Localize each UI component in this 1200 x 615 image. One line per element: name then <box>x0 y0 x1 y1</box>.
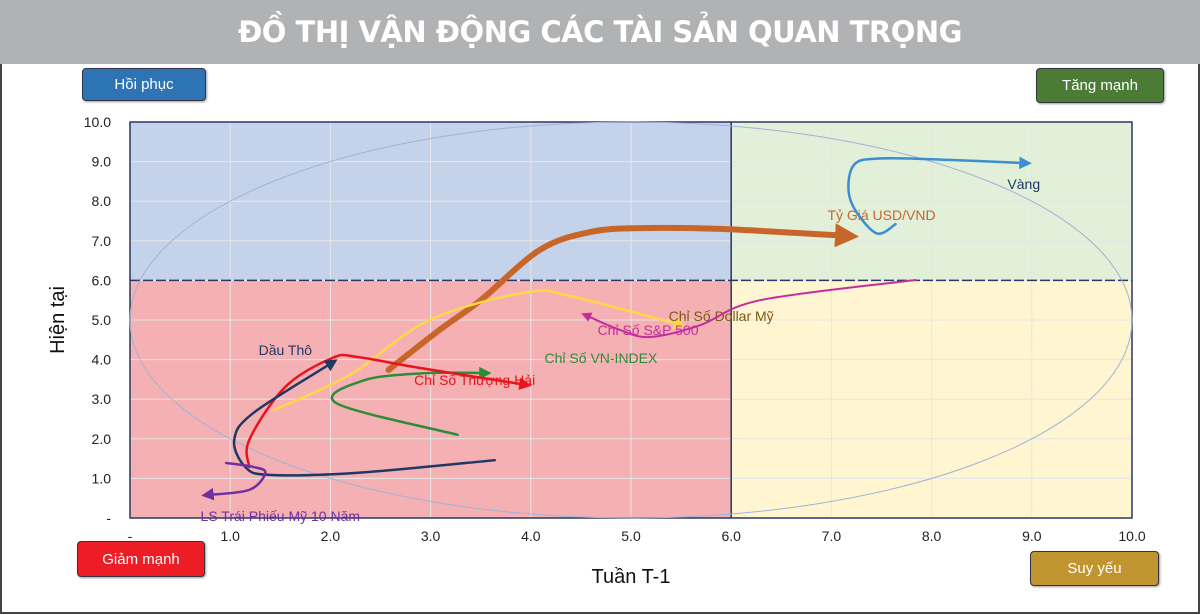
y-tick-label: 8.0 <box>92 193 112 209</box>
series-label: Chỉ Số Thượng Hải <box>414 372 535 388</box>
series-label: Chỉ Số VN-INDEX <box>545 350 658 366</box>
x-tick-label: 3.0 <box>421 528 441 544</box>
x-tick-label: 10.0 <box>1118 528 1145 544</box>
y-tick-label: 2.0 <box>92 431 112 447</box>
quadrant-weakening-label: Suy yếu <box>1030 551 1159 586</box>
series-label: Chỉ Số Dollar Mỹ <box>669 308 774 324</box>
series-label: LS Trái Phiếu Mỹ 10 Năm <box>201 508 361 524</box>
cycle-ellipse <box>129 121 1133 519</box>
y-tick-label: - <box>106 510 111 526</box>
quadrant-recovery-label: Hồi phục <box>82 68 206 101</box>
series-label: Vàng <box>1007 176 1040 192</box>
x-tick-label: 6.0 <box>721 528 741 544</box>
series-line <box>201 461 267 501</box>
y-tick-label: 6.0 <box>92 272 112 288</box>
series-label: Dầu Thô <box>259 342 313 358</box>
x-tick-label: 4.0 <box>521 528 541 544</box>
y-axis-title: Hiện tại <box>47 286 69 354</box>
series-line <box>273 289 686 412</box>
series-label: Chỉ Số S&P 500 <box>598 322 699 338</box>
series-line <box>581 279 917 339</box>
y-tick-label: 9.0 <box>92 154 112 170</box>
y-tick-label: 1.0 <box>92 470 112 486</box>
x-tick-label: 8.0 <box>922 528 942 544</box>
series-line <box>385 223 860 373</box>
y-tick-label: 10.0 <box>84 114 111 130</box>
series-line <box>847 156 1032 235</box>
x-tick-label: 9.0 <box>1022 528 1042 544</box>
chart-frame <box>0 64 1200 614</box>
x-tick-label: 5.0 <box>621 528 641 544</box>
quadrant-sharp-decline-label: Giảm mạnh <box>77 541 205 577</box>
series-line <box>245 353 532 469</box>
y-tick-label: 4.0 <box>92 352 112 368</box>
y-tick-label: 7.0 <box>92 233 112 249</box>
x-tick-label: - <box>128 528 133 544</box>
y-tick-label: 3.0 <box>92 391 112 407</box>
x-tick-label: 7.0 <box>822 528 842 544</box>
x-axis-title: Tuần T-1 <box>592 566 671 588</box>
series-label: Tỷ Giá USD/VND <box>827 207 935 223</box>
x-tick-label: 1.0 <box>220 528 240 544</box>
series-line <box>232 359 496 477</box>
page-title: ĐỒ THỊ VẬN ĐỘNG CÁC TÀI SẢN QUAN TRỌNG <box>0 0 1200 64</box>
quadrant-strong-growth-label: Tăng mạnh <box>1036 68 1164 103</box>
x-tick-label: 2.0 <box>321 528 341 544</box>
y-tick-label: 5.0 <box>92 312 112 328</box>
